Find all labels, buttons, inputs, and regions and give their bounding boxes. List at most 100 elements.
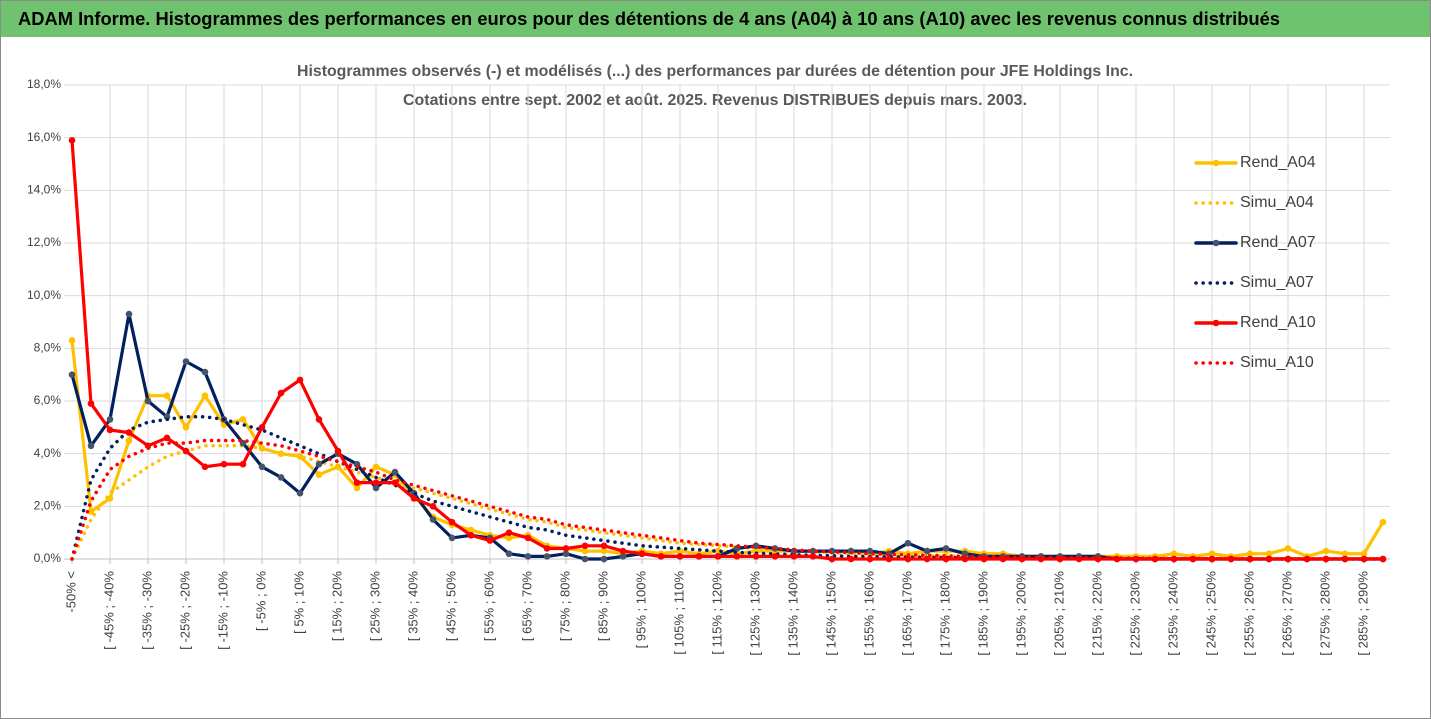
series-marker: [448, 518, 456, 526]
series-marker: [182, 358, 190, 365]
series-marker: [600, 542, 608, 550]
x-tick-label: [ 35% ; 40%: [405, 571, 420, 642]
series-marker: [353, 479, 361, 486]
x-tick-label: [ 275% ; 280%: [1317, 571, 1332, 656]
series-marker: [144, 397, 152, 405]
series-marker: [239, 460, 247, 468]
series-marker: [942, 545, 950, 552]
y-tick-label: 12,0%: [27, 235, 61, 249]
chart-subtitle: Cotations entre sept. 2002 et août. 2025…: [403, 92, 1027, 109]
series-marker: [1284, 545, 1292, 552]
y-tick-label: 6,0%: [34, 393, 62, 407]
series-marker: [543, 545, 551, 552]
x-tick-label: [ 5% ; 10%: [291, 571, 306, 634]
x-tick-label: [ 225% ; 230%: [1127, 571, 1142, 656]
legend-label: Rend_A10: [1240, 314, 1316, 331]
series-marker: [182, 447, 190, 455]
series-marker: [201, 463, 209, 471]
series-marker: [1170, 550, 1178, 558]
series-marker: [828, 555, 836, 563]
x-tick-label: [ 25% ; 30%: [367, 571, 382, 642]
series-marker: [809, 553, 817, 560]
series-marker: [1322, 547, 1330, 555]
legend-marker: [1212, 319, 1220, 327]
x-tick-label: [ -5% ; 0%: [253, 571, 268, 631]
series-marker: [923, 547, 931, 555]
series-marker: [125, 429, 133, 436]
series-marker: [619, 547, 627, 555]
series-marker: [258, 424, 266, 431]
header-bar: [1, 1, 1430, 37]
series-marker: [125, 437, 133, 444]
x-tick-label: [ 125% ; 130%: [747, 571, 762, 656]
legend-label: Simu_A07: [1240, 274, 1314, 291]
series-marker: [733, 553, 741, 560]
series-marker: [1208, 550, 1216, 558]
x-tick-label: [ 165% ; 170%: [899, 571, 914, 656]
series-marker: [695, 553, 703, 560]
x-tick-label: [ -35% ; -30%: [139, 571, 154, 650]
series-marker: [315, 416, 323, 423]
series-marker: [790, 553, 798, 560]
series-marker: [505, 550, 513, 558]
legend-label: Rend_A04: [1240, 154, 1316, 171]
y-tick-label: 4,0%: [34, 446, 62, 460]
series-marker: [1227, 555, 1235, 563]
series-marker: [1360, 550, 1368, 558]
x-tick-label: [ 65% ; 70%: [519, 571, 534, 642]
x-tick-label: [ 205% ; 210%: [1051, 571, 1066, 656]
series-marker: [714, 553, 722, 560]
series-marker: [296, 489, 304, 497]
plot: 0,0% 2,0% 4,0% 6,0% 8,0% 10,0% 12,0% 14,0% 16,0%…: [27, 77, 1390, 656]
series-marker: [1265, 550, 1273, 558]
series-marker: [1284, 555, 1292, 563]
series-marker: [296, 376, 304, 384]
series-marker: [676, 553, 684, 560]
series-marker: [505, 534, 513, 542]
series-marker: [866, 555, 874, 563]
x-tick-label: [ 55% ; 60%: [481, 571, 496, 642]
y-tick-label: 8,0%: [34, 341, 62, 355]
series-marker: [391, 468, 399, 476]
series-marker: [334, 447, 342, 455]
x-tick-label: [ 45% ; 50%: [443, 571, 458, 642]
x-tick-label: [ -25% ; -20%: [177, 571, 192, 650]
legend-label: Simu_A10: [1240, 354, 1314, 371]
x-tick-label: [ 135% ; 140%: [785, 571, 800, 656]
x-tick-label: [ 235% ; 240%: [1165, 571, 1180, 656]
y-tick-label: 10,0%: [27, 288, 61, 302]
series-marker: [258, 463, 266, 471]
series-marker: [220, 460, 228, 468]
x-tick-label: [ 115% ; 120%: [709, 571, 724, 655]
series-marker: [581, 547, 589, 555]
series-marker: [562, 550, 570, 558]
series-marker: [581, 555, 589, 563]
series-marker: [87, 508, 95, 515]
series-marker: [68, 371, 76, 378]
series-marker: [771, 553, 779, 560]
x-tick-label: [ 145% ; 150%: [823, 571, 838, 656]
x-tick-label: [ 255% ; 260%: [1241, 571, 1256, 656]
y-tick-label: 16,0%: [27, 130, 61, 144]
x-tick-label: [ 185% ; 190%: [975, 571, 990, 656]
series-marker: [315, 471, 323, 479]
series-marker: [904, 539, 912, 547]
x-tick-label: [ 75% ; 80%: [557, 571, 572, 642]
x-tick-label: [ 265% ; 270%: [1279, 571, 1294, 656]
series-marker: [923, 555, 931, 563]
y-tick-label: 2,0%: [34, 499, 62, 513]
series-marker: [125, 310, 133, 318]
page-title: ADAM Informe. Histogrammes des performan…: [18, 9, 1280, 29]
x-tick-label: [ 215% ; 220%: [1089, 571, 1104, 656]
series-marker: [1341, 550, 1349, 558]
series-marker: [904, 555, 912, 563]
series-marker: [429, 516, 437, 523]
x-tick-label: [ 85% ; 90%: [595, 571, 610, 642]
series-marker: [1379, 555, 1387, 563]
series-marker: [372, 463, 380, 471]
series-marker: [467, 526, 475, 534]
series-marker: [1246, 550, 1254, 558]
x-tick-label: [ 95% ; 100%: [633, 571, 648, 649]
